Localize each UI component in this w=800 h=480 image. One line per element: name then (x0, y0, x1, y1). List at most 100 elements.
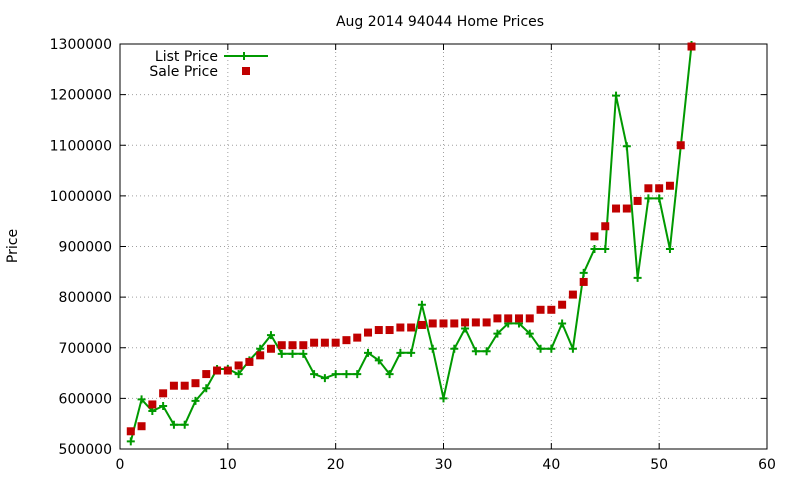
data-point-sale-price (590, 232, 599, 241)
data-point-sale-price (159, 389, 168, 398)
data-point-sale-price (148, 400, 157, 409)
y-tick-label: 1200000 (50, 88, 112, 104)
y-tick-label: 900000 (59, 240, 112, 256)
data-point-list-price (385, 370, 394, 379)
x-tick-label: 0 (116, 457, 125, 473)
y-tick-label: 600000 (59, 391, 112, 407)
data-point-list-price (169, 420, 178, 429)
data-point-sale-price (180, 381, 189, 390)
data-point-sale-price (687, 42, 696, 51)
data-point-list-price (331, 370, 340, 379)
data-point-sale-price (579, 277, 588, 286)
data-point-sale-price (256, 351, 265, 360)
data-point-sale-price (137, 422, 146, 431)
data-point-sale-price (202, 370, 211, 379)
data-point-list-price (137, 395, 146, 404)
data-point-sale-price (655, 184, 664, 193)
data-point-sale-price (407, 323, 416, 332)
data-point-list-price (234, 370, 243, 379)
data-point-sale-price (299, 341, 308, 350)
data-point-sale-price (213, 366, 222, 375)
y-tick-label: 500000 (59, 442, 112, 458)
data-point-list-price (601, 245, 610, 254)
data-point-list-price (180, 420, 189, 429)
x-tick-label: 60 (758, 457, 776, 473)
y-tick-label: 1300000 (50, 37, 112, 53)
data-point-list-price (407, 348, 416, 357)
data-point-sale-price (536, 305, 545, 314)
series-line-list-price (129, 44, 693, 442)
legend-marker-sale-price (242, 67, 250, 75)
data-point-sale-price (342, 336, 351, 345)
data-point-sale-price (126, 427, 135, 436)
data-point-sale-price (277, 341, 286, 350)
data-point-sale-price (504, 314, 513, 323)
data-point-sale-price (191, 379, 200, 388)
series (126, 41, 696, 446)
data-point-list-price (482, 347, 491, 356)
data-point-list-price (665, 245, 674, 254)
x-tick-label: 30 (435, 457, 453, 473)
data-point-sale-price (396, 323, 405, 332)
data-point-list-price (644, 194, 653, 203)
data-point-sale-price (288, 341, 297, 350)
data-point-sale-price (601, 222, 610, 231)
data-point-sale-price (353, 333, 362, 342)
data-point-list-price (266, 331, 275, 340)
data-point-sale-price (676, 141, 685, 150)
data-point-sale-price (665, 181, 674, 190)
data-point-sale-price (417, 320, 426, 329)
data-point-sale-price (493, 314, 502, 323)
y-tick-label: 700000 (59, 341, 112, 357)
data-point-list-price (493, 329, 502, 338)
data-point-list-price (428, 344, 437, 353)
data-point-list-price (450, 344, 459, 353)
data-point-sale-price (320, 338, 329, 347)
data-point-list-price (277, 349, 286, 358)
data-point-list-price (396, 348, 405, 357)
x-tick-label: 10 (219, 457, 237, 473)
legend-label-list-price: List Price (155, 49, 218, 65)
data-point-sale-price (385, 326, 394, 335)
data-point-sale-price (439, 319, 448, 328)
data-point-sale-price (234, 361, 243, 370)
data-point-list-price (579, 268, 588, 277)
data-point-sale-price (568, 290, 577, 299)
data-point-sale-price (310, 338, 319, 347)
data-point-list-price (536, 344, 545, 353)
data-point-list-price (417, 300, 426, 309)
data-point-sale-price (223, 366, 232, 375)
data-point-list-price (288, 349, 297, 358)
data-point-list-price (299, 349, 308, 358)
data-point-sale-price (514, 314, 523, 323)
data-point-list-price (655, 194, 664, 203)
data-point-sale-price (364, 328, 373, 337)
legend: List Price Sale Price (149, 49, 268, 80)
data-point-sale-price (558, 300, 567, 309)
data-point-list-price (202, 384, 211, 393)
data-point-list-price (633, 273, 642, 282)
data-point-sale-price (525, 314, 534, 323)
data-point-sale-price (331, 338, 340, 347)
data-point-list-price (471, 347, 480, 356)
data-point-sale-price (461, 318, 470, 327)
data-point-list-price (342, 370, 351, 379)
y-tick-label: 800000 (59, 290, 112, 306)
y-tick-label: 1000000 (50, 189, 112, 205)
data-point-list-price (159, 401, 168, 410)
plot-border (119, 43, 768, 450)
data-point-list-price (612, 91, 621, 100)
data-point-list-price (558, 319, 567, 328)
data-point-sale-price (482, 318, 491, 327)
x-tick-label: 40 (542, 457, 560, 473)
data-point-list-price (353, 370, 362, 379)
x-tick-label: 20 (327, 457, 345, 473)
data-point-sale-price (471, 318, 480, 327)
x-tick-label: 50 (650, 457, 668, 473)
data-point-sale-price (450, 319, 459, 328)
data-point-list-price (622, 142, 631, 151)
data-point-sale-price (622, 204, 631, 213)
data-point-sale-price (633, 196, 642, 205)
y-tick-label: 1100000 (50, 138, 112, 154)
